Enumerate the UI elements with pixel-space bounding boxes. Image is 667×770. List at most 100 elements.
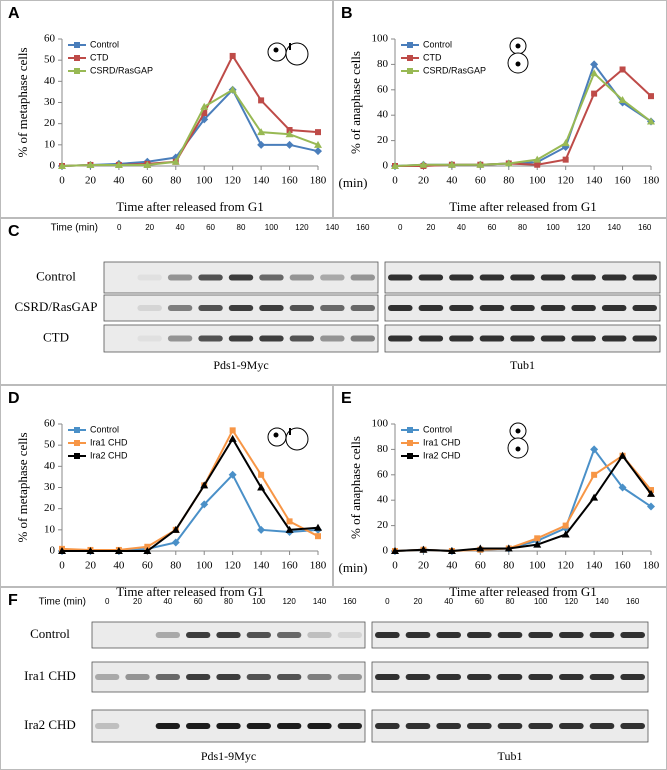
legend-marker [74,55,80,61]
lane-time: 20 [414,597,423,606]
y-tick-label: 10 [44,138,56,150]
point [561,139,570,147]
panel-label: D [8,390,20,407]
band [601,274,627,281]
point [476,160,485,168]
lane-time: 60 [487,223,496,232]
series-line [62,473,319,552]
band [337,723,362,729]
point [114,160,123,168]
band [405,674,431,680]
x-tick-label: 100 [196,175,213,187]
legend-label: Ira2 CHD [423,450,461,460]
y-tick-label: 60 [377,83,389,95]
point [171,538,180,547]
x-tick-label: 80 [170,560,182,572]
lane-time: 40 [176,223,185,232]
lane-time: 120 [282,597,296,606]
y-tick-label: 50 [44,439,56,451]
x-unit-label: (min) [339,175,368,190]
y-tick-label: 50 [44,54,56,66]
lane-time: 60 [206,223,215,232]
x-tick-label: 140 [253,560,270,572]
band [510,274,535,281]
band [320,335,345,342]
band [167,305,193,311]
x-tick-label: 100 [196,560,213,572]
band [540,335,566,342]
x-axis-label: Time after released from G1 [116,584,264,599]
band [246,632,271,638]
y-tick-label: 10 [44,523,56,535]
y-tick-label: 60 [44,418,56,430]
band [277,674,302,680]
point [114,547,123,554]
point [228,470,237,479]
point [315,129,321,136]
band [589,674,615,680]
band [125,674,150,680]
band [198,305,223,311]
lane-time: 160 [638,223,652,232]
y-tick-label: 0 [50,545,56,557]
x-tick-label: 140 [253,175,270,187]
nucleus [515,43,521,49]
x-tick-label: 160 [614,560,631,572]
panel-label: E [341,390,352,407]
x-tick-label: 180 [643,560,660,572]
band [375,723,400,729]
x-tick-label: 140 [586,175,603,187]
x-tick-label: 20 [85,560,97,572]
legend-marker [407,427,413,433]
band [571,335,596,342]
band [375,674,400,680]
band [449,274,474,281]
point [391,547,399,554]
point [257,128,266,136]
x-tick-label: 160 [281,560,298,572]
line-chart: A 0 10 20 30 40 50 60 0 20 40 60 80 100 120 140 160 180 Ti… [8,5,327,214]
x-tick-label: 20 [418,175,430,187]
x-tick-label: 180 [310,560,327,572]
x-tick-label: 80 [170,175,182,187]
x-tick-label: 40 [446,560,458,572]
x-tick-label: 60 [142,175,154,187]
panel-label: A [8,5,20,22]
time-label: Time (min) [51,223,98,234]
row-label: Control [36,268,76,283]
series-line [394,71,652,167]
y-tick-label: 20 [377,134,389,146]
y-tick-label: 20 [44,502,56,514]
band [405,723,431,729]
x-tick-label: 60 [475,175,487,187]
y-tick-label: 40 [44,75,56,87]
line-chart: B 0 20 40 60 80 100 0 20 40 60 80 100 120 140 160 180 Tim… [339,5,660,214]
series-line [62,436,319,552]
band [155,723,180,729]
nucleus [273,47,279,53]
y-tick-label: 80 [377,58,389,70]
band [167,274,193,281]
point [647,502,655,511]
y-tick-label: 40 [44,460,56,472]
panel-label: B [341,5,353,22]
x-tick-label: 120 [557,175,574,187]
point [258,471,265,478]
nucleus [273,432,279,438]
blot-caption: Tub1 [510,358,535,372]
band [620,723,645,729]
x-tick-label: 80 [503,175,515,187]
band [479,335,505,342]
blot-caption: Pds1-9Myc [213,358,268,372]
point [447,547,456,554]
point [590,445,599,454]
band [289,274,315,281]
band [388,274,413,281]
lane-time: 0 [105,597,110,606]
band [277,723,302,729]
legend-label: CSRD/RasGAP [423,65,486,75]
band [601,305,627,311]
band [497,674,523,680]
lane-time: 140 [607,223,621,232]
